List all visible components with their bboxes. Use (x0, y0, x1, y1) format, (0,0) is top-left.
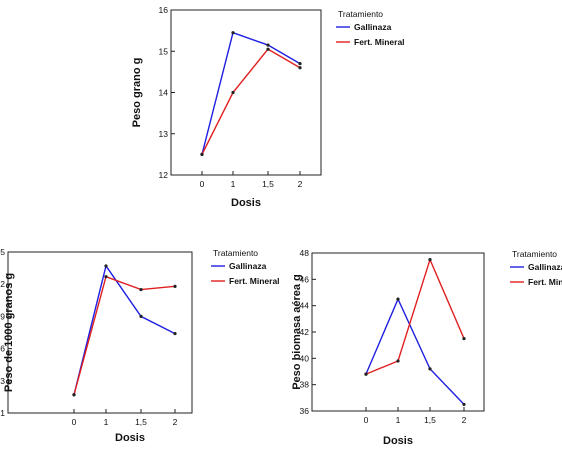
y-tick-label: 14 (159, 88, 169, 98)
data-point (364, 372, 368, 376)
data-point (428, 257, 432, 262)
y-tick-label: 1,15 (0, 247, 5, 257)
series-line-gallinaza (201, 31, 301, 155)
legend-title: Tratamiento (338, 9, 383, 19)
legend-label: Gallinaza (229, 261, 267, 271)
y-tick-label: 44 (300, 301, 310, 311)
data-point (462, 402, 466, 407)
data-point (298, 62, 302, 66)
legend-label: Gallinaza (354, 22, 392, 32)
data-point (298, 66, 302, 70)
x-tick-label: 1,5 (262, 179, 274, 189)
legend-title: Tratamiento (213, 248, 258, 258)
series-line-gallinaza (73, 264, 176, 395)
data-point (104, 264, 108, 268)
y-tick-label: 46 (300, 274, 310, 284)
data-point (428, 367, 432, 371)
x-axis-label: Dosis (383, 435, 413, 447)
series-line-fert-mineral (73, 275, 176, 395)
y-tick-label: 16 (159, 5, 169, 15)
y-tick-label: 15 (159, 46, 169, 56)
x-tick-label: 0 (72, 417, 77, 427)
x-tick-label: 1 (396, 415, 401, 425)
chart-3: 36 38 40 42 44 46 48 0 1 1,5 2 Dosis Peso biomasa aé… (291, 248, 562, 447)
legend-label: Fert. Mineral (354, 37, 405, 47)
plot-frame (7, 251, 193, 414)
x-tick-label: 1 (104, 417, 109, 427)
y-tick-label: 36 (300, 406, 310, 416)
legend-label: Gallinaza (528, 262, 562, 272)
series-line-gallinaza (365, 297, 465, 405)
chart-2: 1 1,03 1,06 1,09 1,12 1,15 0 1 1,5 2 Dosis Peso de … (0, 247, 280, 444)
x-tick-label: 0 (364, 415, 369, 425)
data-point (266, 43, 270, 47)
data-point (396, 297, 400, 301)
chart-1: 12 13 14 15 16 0 1 1,5 2 Dosis Peso grano g Tratami… (131, 5, 405, 209)
y-tick-label: 1,03 (0, 376, 5, 386)
plot-frame (311, 252, 485, 412)
y-tick-label: 13 (159, 129, 169, 139)
x-axis-label: Dosis (115, 432, 145, 444)
data-point (231, 31, 235, 35)
legend-label: Fert. Mineral (229, 276, 280, 286)
y-tick-label: 1,06 (0, 344, 5, 354)
x-tick-label: 2 (298, 179, 303, 189)
x-tick-label: 2 (173, 417, 178, 427)
data-point (231, 90, 235, 95)
x-tick-label: 2 (462, 415, 467, 425)
y-axis-label: Peso grano g (131, 58, 143, 128)
plot-frame (170, 9, 322, 176)
y-tick-label: 1 (0, 408, 5, 418)
data-point (104, 275, 108, 279)
y-tick-label: 12 (159, 170, 169, 180)
y-tick-label: 1,12 (0, 279, 5, 289)
data-point (200, 152, 204, 156)
data-point (173, 331, 177, 336)
x-tick-label: 0 (200, 179, 205, 189)
y-axis-label: Peso de 1000 granos g (3, 273, 15, 392)
x-tick-label: 1,5 (135, 417, 147, 427)
data-point (396, 359, 400, 363)
series-line-fert-mineral (201, 48, 301, 155)
y-tick-label: 48 (300, 248, 310, 258)
data-point (139, 287, 143, 292)
series-line-fert-mineral (365, 257, 465, 375)
data-point (462, 336, 466, 341)
y-tick-label: 40 (300, 353, 310, 363)
legend-title: Tratamiento (512, 249, 557, 259)
data-point (139, 314, 143, 318)
x-tick-label: 1 (231, 179, 236, 189)
y-tick-label: 1,09 (0, 311, 5, 321)
x-axis-label: Dosis (231, 197, 261, 209)
y-tick-label: 38 (300, 380, 310, 390)
data-point (173, 284, 177, 288)
y-tick-label: 42 (300, 327, 310, 337)
x-tick-label: 1,5 (424, 415, 436, 425)
data-point (72, 393, 76, 397)
legend-label: Fert. Mineral (528, 277, 562, 287)
y-axis-label: Peso biomasa aérea g (291, 274, 303, 390)
data-point (266, 47, 270, 51)
